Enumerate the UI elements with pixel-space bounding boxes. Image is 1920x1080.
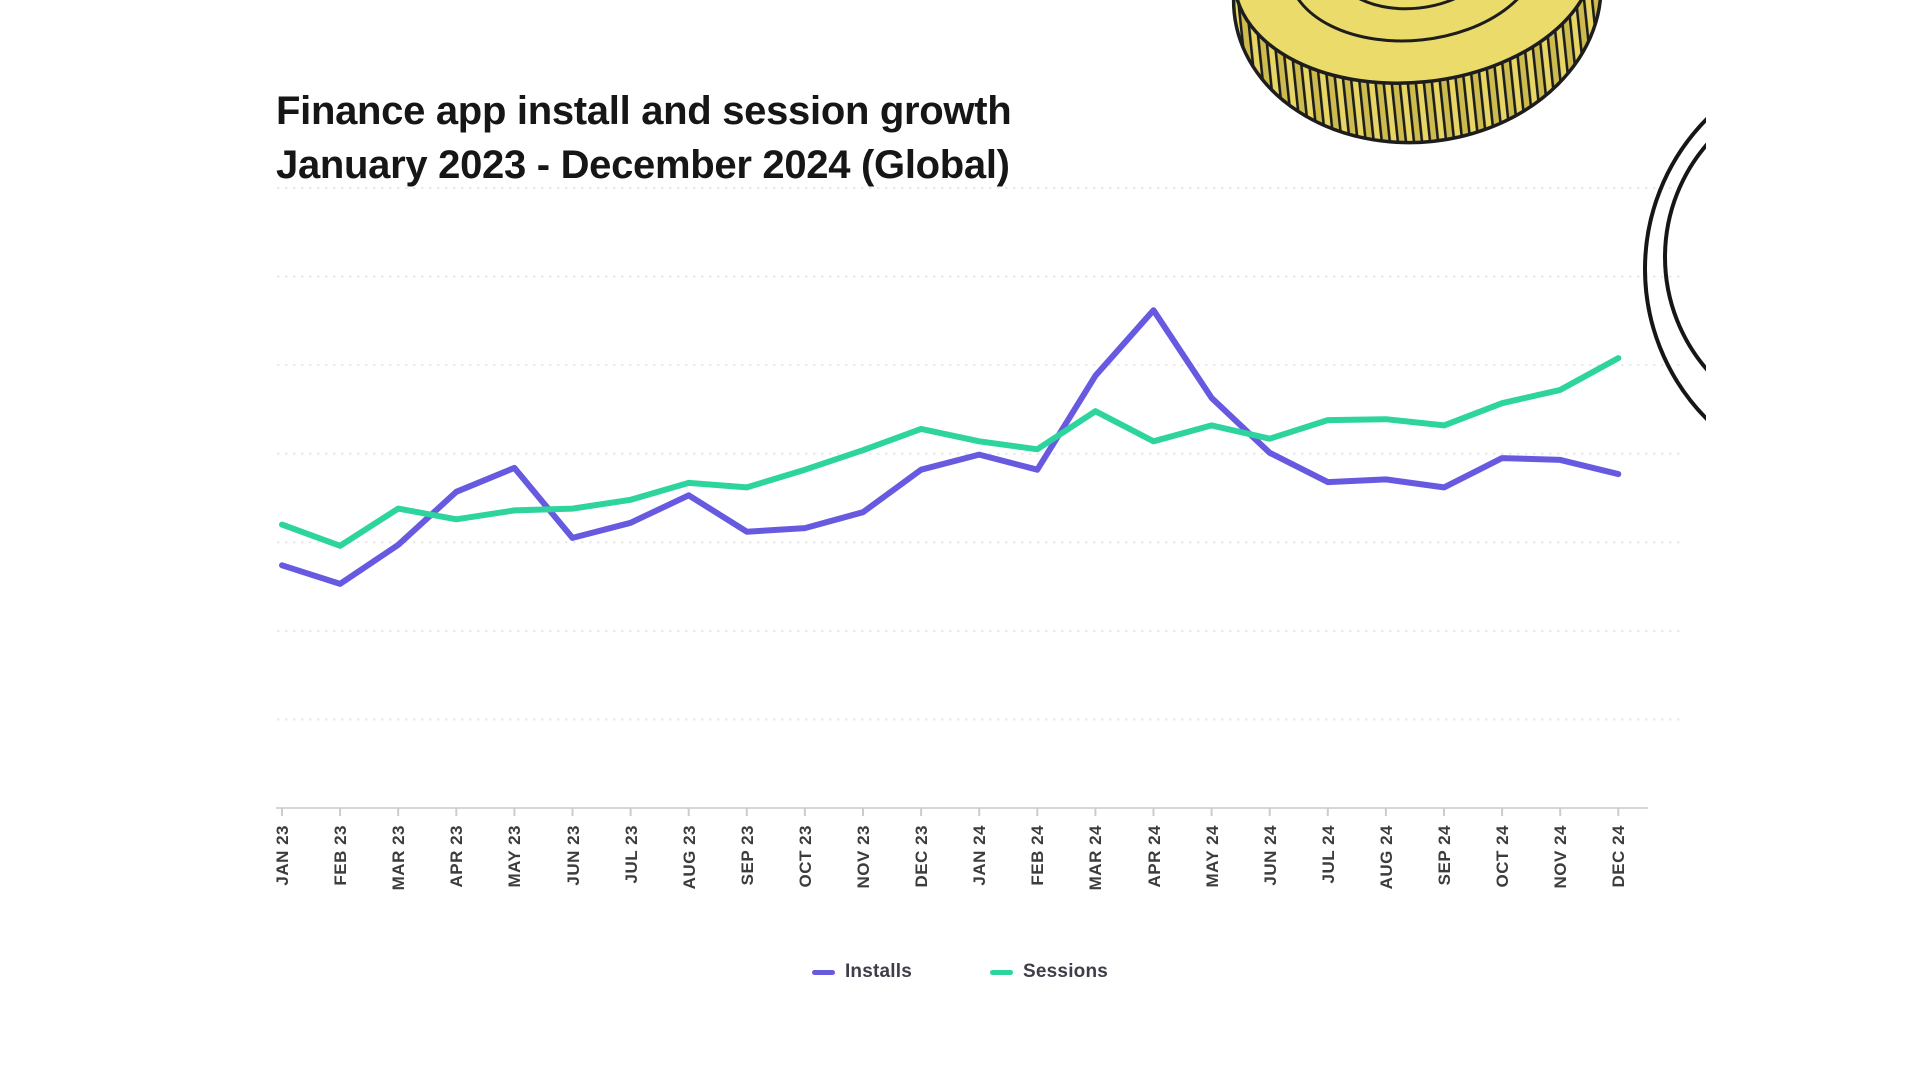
x-axis-label: AUG 24 [1376, 825, 1396, 890]
sessions-line [279, 355, 1622, 549]
x-axis [276, 807, 1648, 816]
chart-title-line2: January 2023 - December 2024 (Global) [276, 143, 1010, 187]
coin-outline-inner-arc [1663, 142, 1706, 372]
x-axis-label: JUL 24 [1318, 825, 1338, 884]
chart-title-line1: Finance app install and session growth [276, 89, 1012, 133]
x-axis-label: JUN 24 [1260, 825, 1280, 886]
legend-label-sessions: Sessions [1023, 961, 1109, 982]
x-axis-label: JAN 24 [970, 825, 990, 886]
x-axis-label: OCT 24 [1493, 825, 1513, 888]
coin-face [1232, 0, 1597, 85]
x-axis-label: AUG 23 [679, 825, 699, 890]
x-axis-label: NOV 24 [1551, 825, 1571, 889]
x-axis-label: APR 23 [447, 825, 467, 888]
legend-label-installs: Installs [844, 961, 913, 982]
legend: Installs Sessions [0, 961, 1920, 983]
sessions-line-swatch [990, 969, 1014, 975]
gold-coin-illustration [1231, 0, 1603, 145]
x-axis-label: JAN 23 [273, 825, 292, 886]
x-axis-label: MAR 23 [389, 825, 409, 891]
x-axis-label: APR 24 [1144, 825, 1164, 888]
x-axis-label: SEP 24 [1435, 825, 1454, 886]
x-axis-label: FEB 23 [331, 825, 351, 886]
x-axis-label: JUN 23 [563, 825, 583, 886]
installs-line [279, 307, 1622, 587]
data-series [279, 307, 1622, 587]
x-axis-label: FEB 24 [1028, 825, 1048, 886]
x-axis-label: MAY 24 [1202, 825, 1222, 888]
legend-item-installs: Installs [811, 961, 913, 983]
x-axis-label: MAR 24 [1086, 825, 1106, 891]
x-axis-label: JUL 23 [621, 825, 641, 884]
x-axis-label: SEP 23 [737, 825, 757, 886]
chart-title: Finance app install and session growth J… [276, 84, 1012, 192]
coin-face-ring-inner [1332, 0, 1495, 11]
x-axis-label: DEC 24 [1609, 825, 1629, 888]
coin-outline-outer-arc [1643, 117, 1706, 421]
legend-item-sessions: Sessions [990, 961, 1108, 983]
coin-face-ring-outer [1286, 0, 1541, 43]
x-axis-label: DEC 23 [912, 825, 932, 888]
coin-outline-decoration [1643, 117, 1706, 421]
x-axis-label: OCT 23 [795, 825, 815, 888]
x-axis-label: MAY 23 [505, 825, 525, 888]
gridlines [277, 187, 1680, 721]
installs-line-swatch [811, 969, 835, 975]
x-axis-label: NOV 23 [854, 825, 873, 889]
